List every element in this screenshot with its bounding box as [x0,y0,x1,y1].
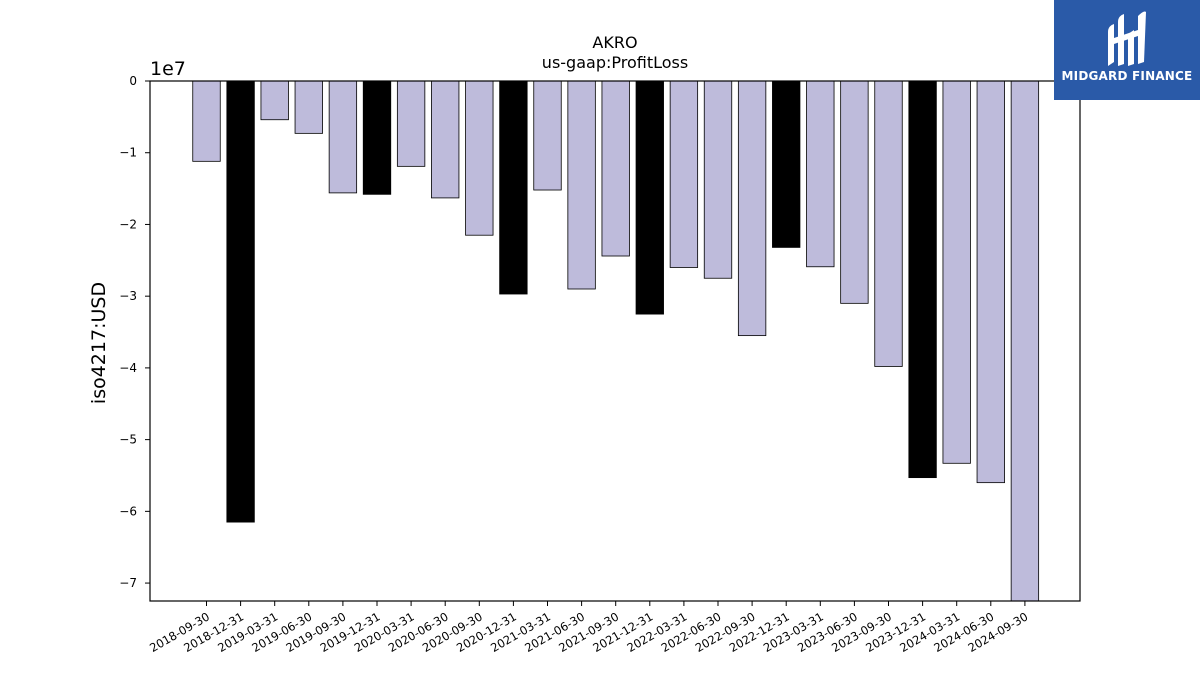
y-tick-label: 0 [129,74,137,88]
y-tick-label: −3 [119,289,137,303]
bar-2022-06-30 [703,80,733,279]
bar-2022-12-31 [772,80,801,248]
bar-2021-06-30 [567,80,596,290]
y-tick-label: −1 [119,146,137,160]
y-axis-label: iso4217:USD [88,282,110,404]
bar-2019-09-30 [328,80,358,194]
bar-2024-03-31 [942,80,971,464]
bar-2021-03-31 [533,80,562,191]
bar-2022-03-31 [669,80,699,268]
bar-2023-03-31 [806,80,835,268]
bar-2024-06-30 [976,80,1005,484]
bar-2023-06-30 [840,80,869,304]
bar-2024-09-30 [1010,80,1040,602]
y-tick-label: −4 [119,361,137,375]
y-offset-label: 1e7 [150,58,186,80]
bar-2019-12-31 [362,80,392,195]
bar-2021-09-30 [601,80,630,257]
bar-2020-12-31 [499,80,528,295]
logo-text: MIDGARD FINANCE [1061,69,1193,83]
y-tick-label: −5 [119,433,137,447]
y-tick-label: −2 [119,217,137,231]
y-tick-label: −6 [119,504,137,518]
bar-2019-03-31 [260,80,289,121]
bar-2021-12-31 [635,80,664,315]
bar-2018-12-31 [226,80,255,523]
bar-2020-06-30 [431,80,460,199]
chart-subtitle: us-gaap:ProfitLoss [542,53,688,72]
midgard-finance-logo: MIDGARD FINANCE [1054,0,1200,100]
chart-title: AKRO [592,33,637,52]
bar-2023-12-31 [908,80,937,479]
midgard-logo-icon [1108,11,1146,66]
bar-2022-09-30 [737,80,767,337]
bar-2018-09-30 [192,80,221,162]
bar-2020-09-30 [465,80,494,236]
bar-2020-03-31 [396,80,426,167]
bar-2023-09-30 [874,80,903,367]
plot-frame [149,80,1081,602]
bar-2019-06-30 [294,80,323,134]
y-tick-label: −7 [119,576,137,590]
